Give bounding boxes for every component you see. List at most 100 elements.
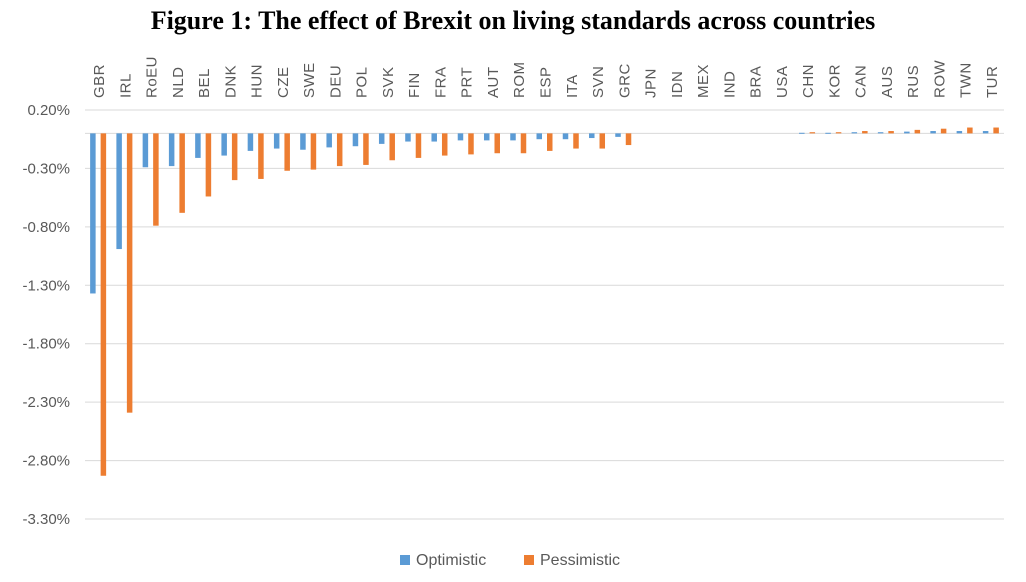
category-label: FIN — [406, 72, 423, 98]
bar-pessimistic-grc — [625, 133, 632, 146]
bar-optimistic-cze — [273, 133, 280, 149]
category-label: JPN — [643, 68, 660, 98]
bar-pessimistic-pol — [363, 133, 369, 165]
category-label: IRL — [117, 73, 134, 98]
category-label: AUS — [879, 66, 896, 98]
category-label: USA — [774, 66, 791, 98]
category-label: GBR — [91, 64, 108, 98]
bar-optimistic-irl — [116, 133, 122, 250]
bar-pessimistic-row — [940, 128, 947, 134]
y-tick-label: 0.20% — [27, 102, 70, 119]
category-label: ITA — [564, 74, 581, 98]
bar-optimistic-ita — [562, 133, 569, 140]
bar-pessimistic-roeu — [153, 133, 159, 226]
bar-optimistic-dnk — [221, 133, 227, 156]
category-label: ROW — [931, 60, 948, 99]
category-label: AUT — [485, 67, 502, 99]
bar-optimistic-svn — [589, 133, 595, 139]
bar-pessimistic-svk — [389, 133, 395, 161]
category-label: DNK — [222, 65, 239, 98]
y-tick-label: -0.80% — [22, 219, 70, 236]
y-tick-label: -2.80% — [22, 453, 70, 470]
category-label: BRA — [748, 66, 765, 98]
category-label: TWN — [958, 62, 975, 98]
y-tick-label: -1.30% — [22, 277, 70, 294]
bar-optimistic-can — [851, 132, 858, 134]
bar-optimistic-prt — [457, 133, 464, 141]
bar-pessimistic-swe — [310, 133, 317, 170]
bar-pessimistic-can — [862, 131, 868, 134]
bar-pessimistic-irl — [126, 133, 133, 413]
bar-optimistic-row — [930, 131, 936, 134]
bar-pessimistic-tur — [993, 127, 999, 134]
category-label: KOR — [826, 64, 843, 98]
y-tick-label: -1.80% — [22, 336, 70, 353]
bar-pessimistic-svn — [599, 133, 606, 149]
bar-pessimistic-fin — [415, 133, 422, 158]
category-label: DEU — [327, 65, 344, 98]
bar-pessimistic-hun — [258, 133, 264, 179]
bar-pessimistic-deu — [336, 133, 343, 167]
bar-pessimistic-kor — [835, 132, 842, 134]
category-label: GRC — [616, 63, 633, 98]
category-label: ROM — [511, 62, 528, 99]
bar-pessimistic-rom — [520, 133, 527, 154]
bar-pessimistic-chn — [809, 132, 816, 134]
bar-optimistic-tur — [982, 131, 989, 134]
bar-optimistic-esp — [536, 133, 542, 140]
category-label: FRA — [432, 67, 449, 99]
category-label: TUR — [984, 66, 1001, 98]
bar-optimistic-roeu — [142, 133, 149, 168]
category-label: SVK — [380, 66, 397, 98]
category-label: RoEU — [144, 56, 161, 98]
legend-swatch-optimistic — [400, 555, 410, 565]
bar-optimistic-kor — [825, 132, 831, 134]
bar-optimistic-svk — [378, 133, 385, 144]
category-label: ESP — [538, 66, 555, 98]
bar-pessimistic-bel — [205, 133, 212, 197]
bar-optimistic-nld — [168, 133, 175, 167]
bar-optimistic-fin — [405, 133, 411, 142]
category-label: CHN — [800, 64, 817, 98]
bar-pessimistic-gbr — [100, 133, 107, 476]
bar-pessimistic-prt — [468, 133, 474, 155]
category-label: POL — [354, 66, 371, 98]
category-label: HUN — [249, 64, 266, 98]
bar-pessimistic-nld — [179, 133, 185, 213]
bar-optimistic-grc — [615, 133, 621, 137]
legend-label-optimistic: Optimistic — [416, 552, 486, 569]
bar-pessimistic-esp — [547, 133, 553, 151]
category-label: IND — [721, 71, 738, 98]
y-tick-label: -3.30% — [22, 511, 70, 528]
legend-label-pessimistic: Pessimistic — [540, 552, 620, 569]
y-tick-label: -0.30% — [22, 160, 70, 177]
y-tick-label: -2.30% — [22, 394, 70, 411]
bar-optimistic-rus — [904, 131, 910, 134]
bar-pessimistic-twn — [967, 127, 973, 134]
bar-optimistic-deu — [326, 133, 332, 148]
bar-optimistic-twn — [956, 131, 963, 134]
bar-pessimistic-cze — [284, 133, 290, 171]
category-label: RUS — [905, 65, 922, 98]
bar-pessimistic-aus — [888, 131, 894, 134]
legend-swatch-pessimistic — [524, 555, 534, 565]
category-label: NLD — [170, 66, 187, 98]
bar-optimistic-fra — [431, 133, 437, 142]
category-label: SWE — [301, 62, 318, 98]
bar-optimistic-rom — [510, 133, 516, 141]
category-label: PRT — [459, 67, 476, 98]
category-label: BEL — [196, 68, 213, 98]
bar-optimistic-pol — [352, 133, 359, 147]
bar-pessimistic-rus — [914, 129, 921, 134]
category-label: CZE — [275, 67, 292, 99]
bar-optimistic-gbr — [90, 133, 96, 294]
category-label: CAN — [853, 65, 870, 98]
bar-pessimistic-fra — [441, 133, 448, 156]
bar-optimistic-aut — [483, 133, 490, 141]
bar-pessimistic-dnk — [231, 133, 238, 181]
category-label: MEX — [695, 64, 712, 98]
bar-optimistic-swe — [300, 133, 306, 150]
chart-title: Figure 1: The effect of Brexit on living… — [150, 6, 876, 35]
bar-pessimistic-aut — [494, 133, 500, 154]
